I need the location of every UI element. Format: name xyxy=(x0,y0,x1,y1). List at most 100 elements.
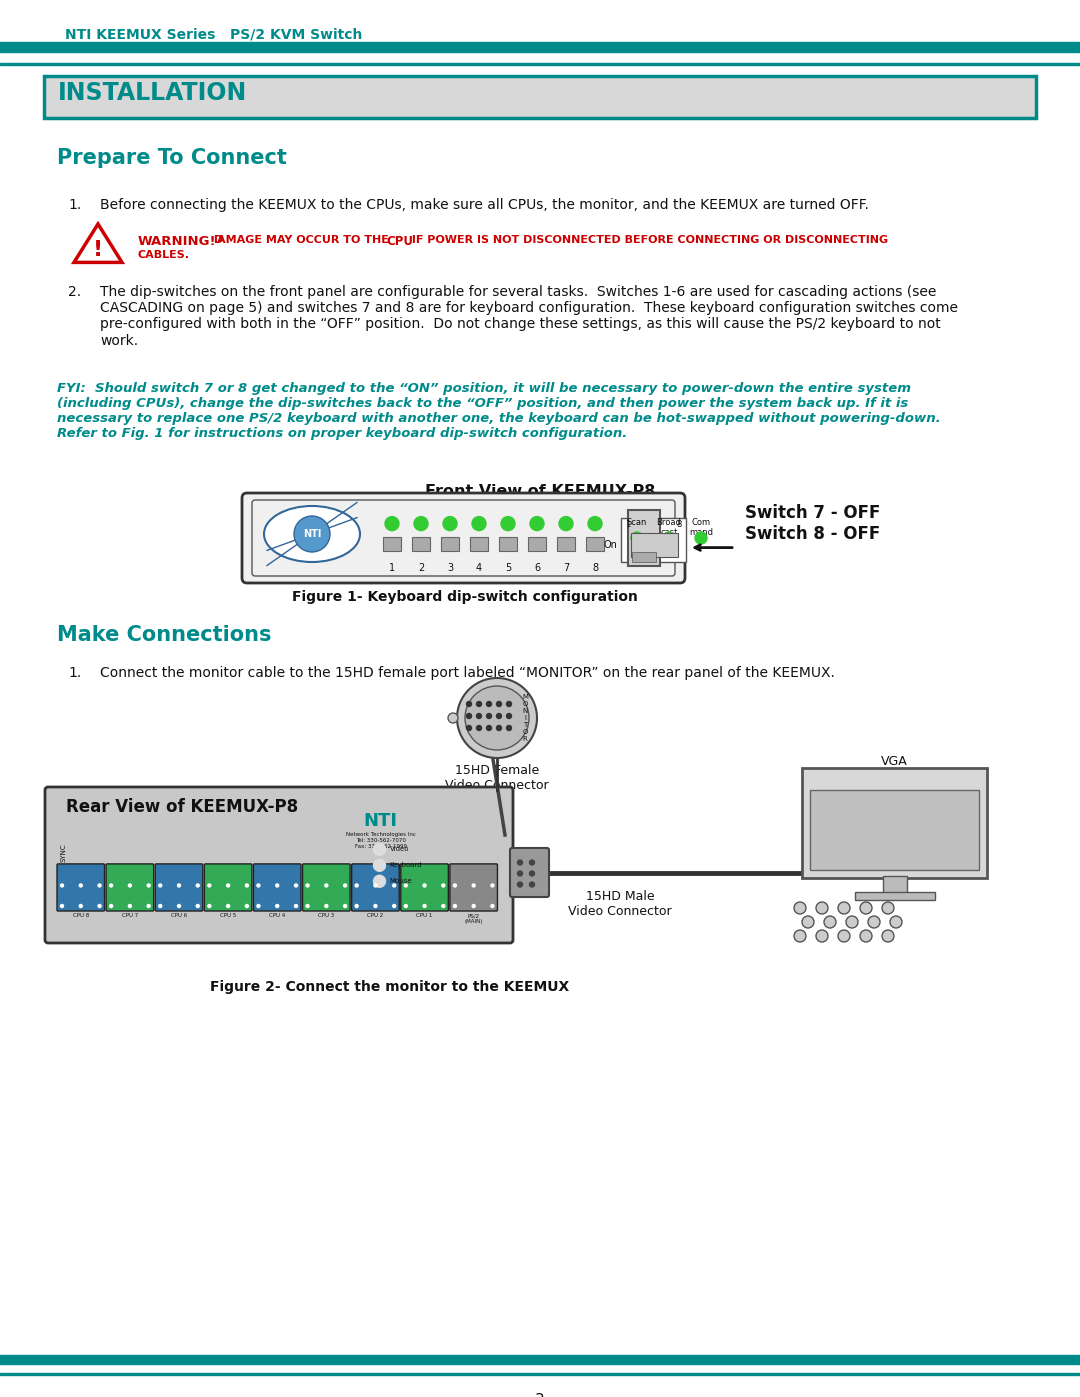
Circle shape xyxy=(98,884,102,887)
FancyBboxPatch shape xyxy=(302,863,350,911)
Bar xyxy=(44,75,1036,117)
Text: 3: 3 xyxy=(447,563,454,573)
Circle shape xyxy=(374,884,377,887)
Circle shape xyxy=(529,882,535,887)
Bar xyxy=(0,1355,1080,1363)
Circle shape xyxy=(343,904,347,908)
Text: R: R xyxy=(523,736,527,742)
FancyBboxPatch shape xyxy=(242,493,685,583)
Text: CPU 8: CPU 8 xyxy=(72,914,89,918)
Circle shape xyxy=(109,884,112,887)
Circle shape xyxy=(355,904,359,908)
Bar xyxy=(632,552,656,562)
Bar xyxy=(0,43,1080,46)
Text: 2: 2 xyxy=(418,563,424,573)
Text: CPU 7: CPU 7 xyxy=(122,914,138,918)
Circle shape xyxy=(816,902,828,914)
Text: On: On xyxy=(603,541,617,550)
Text: SYNC: SYNC xyxy=(60,844,66,862)
Text: Prepare To Connect: Prepare To Connect xyxy=(57,148,287,168)
Text: Keyboard: Keyboard xyxy=(390,862,422,869)
Circle shape xyxy=(794,902,806,914)
Text: Video: Video xyxy=(390,847,409,852)
Circle shape xyxy=(559,517,573,531)
Text: M: M xyxy=(522,694,528,700)
Text: 7: 7 xyxy=(563,563,569,573)
Text: The dip-switches on the front panel are configurable for several tasks.  Switche: The dip-switches on the front panel are … xyxy=(100,285,958,348)
Circle shape xyxy=(860,930,872,942)
FancyBboxPatch shape xyxy=(510,848,549,897)
Circle shape xyxy=(414,517,428,531)
Text: NTI: NTI xyxy=(364,812,397,830)
Text: T: T xyxy=(523,722,527,728)
Circle shape xyxy=(802,916,814,928)
Circle shape xyxy=(472,517,486,531)
Circle shape xyxy=(325,884,328,887)
Circle shape xyxy=(197,904,200,908)
Circle shape xyxy=(476,725,482,731)
Circle shape xyxy=(890,916,902,928)
Circle shape xyxy=(207,904,211,908)
Circle shape xyxy=(486,701,491,707)
Circle shape xyxy=(109,904,112,908)
Text: I: I xyxy=(524,715,526,721)
Circle shape xyxy=(454,904,457,908)
Circle shape xyxy=(846,916,858,928)
Circle shape xyxy=(147,904,150,908)
FancyBboxPatch shape xyxy=(204,863,252,911)
Circle shape xyxy=(824,916,836,928)
Circle shape xyxy=(384,517,399,531)
Bar xyxy=(0,1373,1080,1375)
Circle shape xyxy=(816,930,828,942)
Polygon shape xyxy=(75,224,122,263)
Circle shape xyxy=(423,884,426,887)
Circle shape xyxy=(517,861,523,865)
Circle shape xyxy=(197,884,200,887)
Circle shape xyxy=(476,701,482,707)
Text: Switch 7 - OFF
Switch 8 - OFF: Switch 7 - OFF Switch 8 - OFF xyxy=(745,504,880,542)
Circle shape xyxy=(393,884,395,887)
Text: FYI:  Should switch 7 or 8 get changed to the “ON” position, it will be necessar: FYI: Should switch 7 or 8 get changed to… xyxy=(57,381,941,440)
Circle shape xyxy=(60,884,64,887)
Text: Make Connections: Make Connections xyxy=(57,624,271,645)
Circle shape xyxy=(507,701,512,707)
Circle shape xyxy=(227,884,230,887)
Text: CABLES.: CABLES. xyxy=(138,250,190,260)
Circle shape xyxy=(245,904,248,908)
Circle shape xyxy=(467,714,472,718)
Circle shape xyxy=(374,859,386,872)
Circle shape xyxy=(374,876,386,887)
Bar xyxy=(802,768,987,877)
Circle shape xyxy=(860,902,872,914)
Circle shape xyxy=(491,884,494,887)
Text: CPU 6: CPU 6 xyxy=(171,914,187,918)
Circle shape xyxy=(467,725,472,731)
Bar xyxy=(383,538,401,552)
Text: CPU 2: CPU 2 xyxy=(367,914,383,918)
Circle shape xyxy=(393,904,395,908)
Circle shape xyxy=(529,861,535,865)
Circle shape xyxy=(696,532,707,543)
FancyBboxPatch shape xyxy=(450,863,498,911)
Circle shape xyxy=(454,884,457,887)
Text: Broad
cast: Broad cast xyxy=(657,518,681,538)
Text: Scan: Scan xyxy=(626,518,647,527)
Circle shape xyxy=(663,532,675,543)
Circle shape xyxy=(631,532,643,543)
Circle shape xyxy=(501,517,515,531)
Text: INSTALLATION: INSTALLATION xyxy=(58,81,247,105)
Circle shape xyxy=(465,686,529,750)
Circle shape xyxy=(467,701,472,707)
Bar xyxy=(882,876,906,895)
Text: N: N xyxy=(523,708,528,714)
Text: Figure 2- Connect the monitor to the KEEMUX: Figure 2- Connect the monitor to the KEE… xyxy=(211,981,569,995)
Circle shape xyxy=(491,904,494,908)
Circle shape xyxy=(177,884,180,887)
Text: VGA
Multi-Scan
Monitor: VGA Multi-Scan Monitor xyxy=(862,754,928,798)
Circle shape xyxy=(343,884,347,887)
Circle shape xyxy=(275,904,279,908)
Circle shape xyxy=(486,714,491,718)
Bar xyxy=(0,1356,1080,1358)
FancyBboxPatch shape xyxy=(156,863,203,911)
Circle shape xyxy=(245,884,248,887)
